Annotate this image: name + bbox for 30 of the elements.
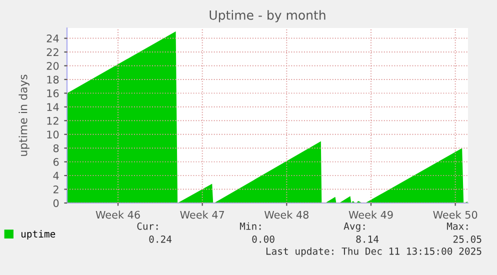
- y-tick-label: 12: [47, 116, 58, 125]
- y-tick-label: 0: [53, 199, 59, 208]
- x-tick-label: Week 48: [264, 210, 309, 219]
- y-tick-label: 18: [47, 76, 59, 84]
- y-tick-label: 16: [47, 89, 59, 98]
- y-axis-title: uptime in days: [18, 74, 30, 156]
- text: 0.24: [149, 235, 172, 243]
- text: 25.05: [453, 235, 482, 243]
- text: 8.14: [356, 235, 379, 243]
- legend-label: uptime: [21, 230, 56, 240]
- text: Min:: [240, 222, 261, 230]
- text: Cur:: [137, 222, 158, 230]
- text: Last update: Thu Dec 11 13:15:00 2025: [266, 247, 482, 257]
- y-tick-label: 22: [46, 48, 58, 56]
- y-tick-label: 24: [46, 34, 59, 42]
- y-tick-label: 6: [53, 158, 59, 166]
- x-tick-label: Week 49: [348, 210, 393, 219]
- y-tick-label: 2: [53, 186, 58, 194]
- text: Avg:: [344, 222, 365, 232]
- x-tick-label: Week 46: [96, 210, 140, 219]
- y-tick-label: 4: [53, 172, 59, 180]
- x-tick-label: Week 47: [180, 210, 224, 219]
- y-tick-label: 14: [47, 103, 59, 111]
- text: 0.00: [252, 235, 274, 243]
- y-tick-label: 20: [46, 62, 59, 70]
- y-tick-label: 8: [53, 144, 59, 152]
- chart-title: Uptime - by month: [210, 10, 326, 22]
- x-tick-label: Week 50: [433, 210, 478, 219]
- text: Max:: [446, 222, 468, 230]
- y-tick-label: 10: [47, 130, 59, 138]
